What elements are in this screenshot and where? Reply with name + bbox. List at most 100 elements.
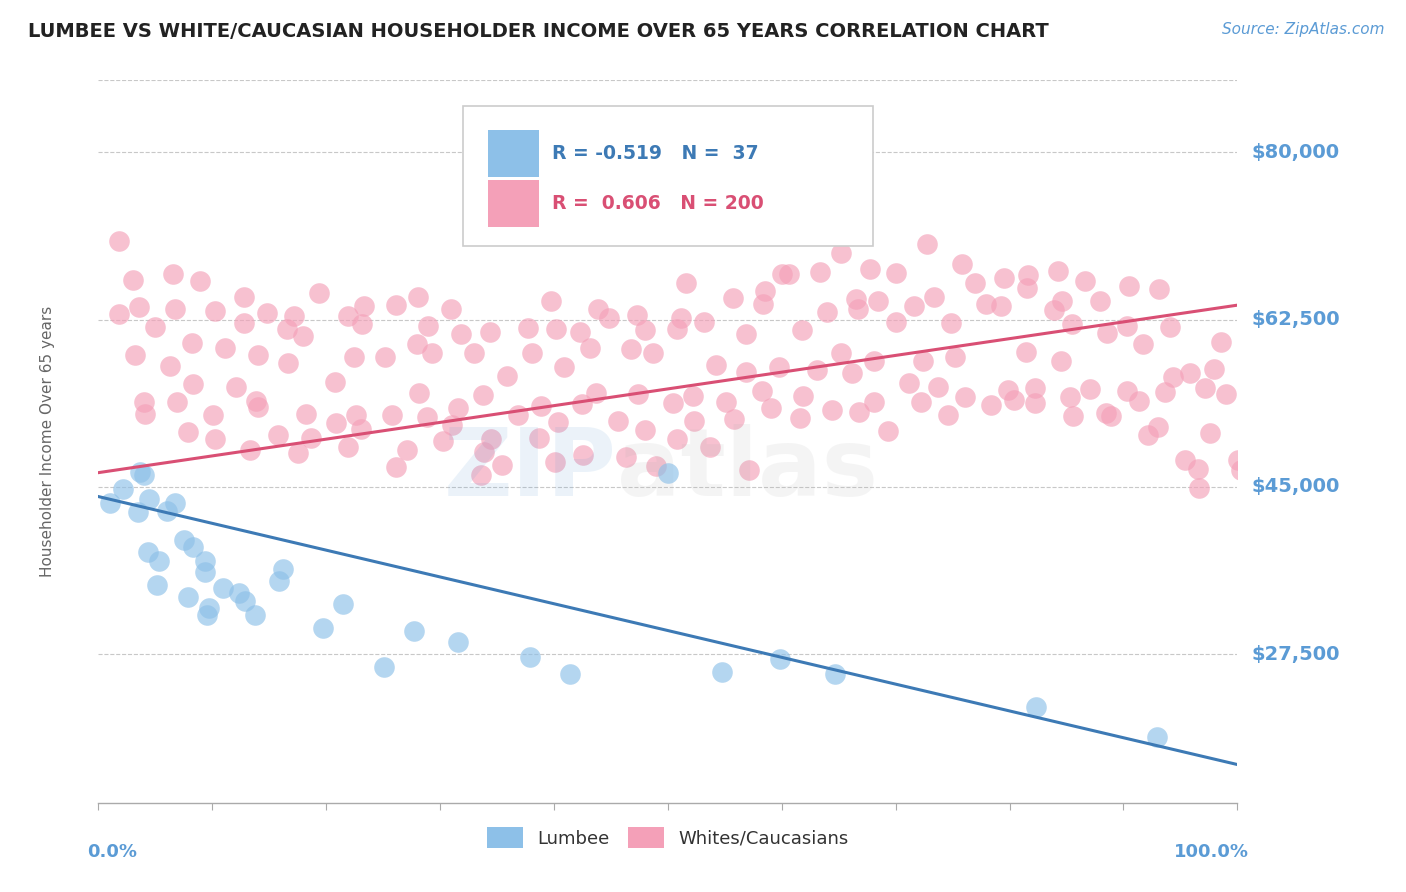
Point (752, 297, 775, 311)
Point (1226, 453, 1249, 467)
Point (877, 424, 900, 438)
Point (665, 432, 688, 446)
Point (344, 409, 367, 423)
Point (159, 359, 181, 373)
Point (517, 321, 540, 335)
Point (1099, 409, 1122, 423)
Point (1204, 362, 1226, 376)
Point (166, 395, 188, 409)
Point (846, 301, 869, 316)
Point (845, 292, 868, 306)
Point (1149, 281, 1171, 295)
Point (1017, 268, 1039, 282)
Point (121, 273, 143, 287)
Point (1025, 699, 1047, 714)
Point (1215, 387, 1237, 401)
Point (626, 309, 648, 323)
Point (156, 504, 179, 518)
Point (547, 416, 569, 430)
Point (276, 321, 298, 335)
Point (1052, 293, 1074, 308)
Point (922, 290, 945, 304)
Point (1046, 263, 1069, 277)
Point (350, 422, 373, 436)
Point (1024, 396, 1046, 410)
Point (136, 545, 159, 559)
Point (540, 294, 562, 309)
Point (868, 293, 890, 308)
Text: 100.0%: 100.0% (1174, 843, 1249, 861)
Point (943, 350, 966, 364)
Point (927, 379, 949, 393)
Point (614, 450, 637, 465)
Point (530, 400, 553, 414)
Point (830, 245, 852, 260)
Point (598, 311, 620, 326)
Point (993, 271, 1015, 285)
Point (402, 624, 425, 638)
Point (1159, 319, 1181, 334)
Point (997, 383, 1019, 397)
Point (735, 327, 758, 342)
Text: atlas: atlas (617, 425, 877, 516)
Point (239, 443, 262, 458)
Point (1115, 384, 1137, 398)
Point (704, 358, 727, 372)
Point (447, 401, 470, 416)
Point (657, 467, 679, 481)
Text: $80,000: $80,000 (1251, 143, 1340, 161)
Point (1173, 453, 1195, 467)
Point (710, 665, 733, 680)
Point (950, 257, 973, 271)
Text: $62,500: $62,500 (1251, 310, 1340, 329)
Point (738, 463, 761, 477)
Bar (488, 180, 538, 227)
Point (162, 267, 184, 281)
Point (98, 496, 121, 510)
Point (292, 329, 315, 343)
Point (1078, 382, 1101, 396)
Point (470, 467, 492, 482)
Point (862, 394, 884, 409)
Point (721, 291, 744, 305)
Point (770, 267, 793, 281)
Point (472, 388, 495, 402)
Point (1147, 420, 1170, 434)
Point (699, 440, 721, 454)
Point (1002, 393, 1025, 408)
Point (332, 597, 354, 611)
Point (323, 376, 346, 390)
Point (1230, 463, 1253, 477)
Point (751, 384, 773, 398)
Point (912, 354, 935, 368)
Point (792, 323, 814, 337)
Point (824, 666, 846, 681)
Point (112, 482, 135, 496)
Point (666, 322, 689, 336)
Point (884, 315, 907, 329)
Point (723, 412, 745, 426)
Point (1043, 302, 1066, 317)
Point (336, 309, 359, 323)
Point (146, 578, 169, 592)
Point (246, 348, 269, 362)
Point (202, 408, 225, 422)
Point (520, 346, 543, 360)
Text: R =  0.606   N = 200: R = 0.606 N = 200 (551, 194, 763, 213)
Point (233, 316, 256, 330)
Point (214, 341, 236, 355)
Point (571, 396, 593, 410)
Point (380, 408, 402, 422)
Point (1194, 381, 1216, 395)
Point (197, 601, 219, 615)
Point (569, 326, 592, 340)
Point (225, 380, 247, 394)
Point (479, 432, 502, 446)
Point (693, 315, 716, 329)
Legend: Lumbee, Whites/Caucasians: Lumbee, Whites/Caucasians (479, 820, 856, 855)
Point (194, 565, 217, 579)
Text: Source: ZipAtlas.com: Source: ZipAtlas.com (1222, 22, 1385, 37)
Point (607, 414, 630, 428)
Point (768, 360, 790, 375)
Point (243, 608, 266, 623)
